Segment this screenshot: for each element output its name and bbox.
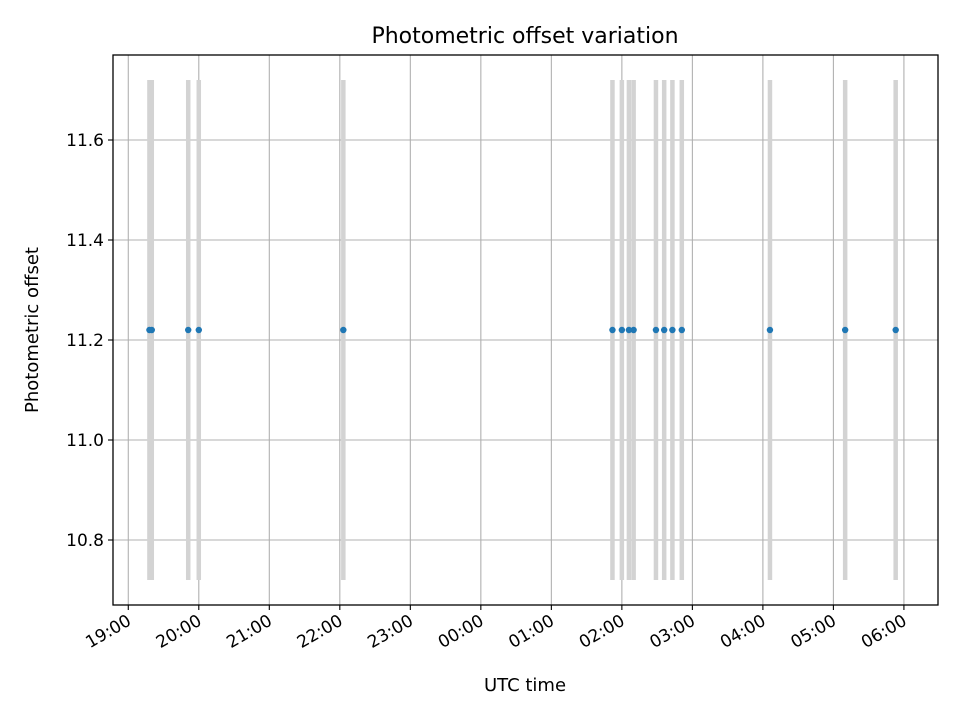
data-point <box>652 326 660 334</box>
y-tick-label: 11.6 <box>66 131 104 151</box>
data-point <box>660 326 668 334</box>
y-tick-label: 11.2 <box>66 331 104 351</box>
data-point <box>625 326 633 334</box>
data-point <box>195 326 202 334</box>
chart-title: Photometric offset variation <box>371 24 678 49</box>
grid-lines <box>113 55 938 605</box>
data-point <box>618 326 626 334</box>
y-tick-label: 11.4 <box>66 231 104 251</box>
data-point <box>630 326 637 334</box>
data-point <box>892 326 899 334</box>
data-point <box>148 326 155 334</box>
data-point <box>766 326 774 334</box>
y-tick-label: 11.0 <box>66 431 104 451</box>
data-points <box>146 326 899 334</box>
data-point <box>841 326 849 334</box>
data-point <box>340 326 347 334</box>
x-axis-label: UTC time <box>484 675 566 696</box>
data-point <box>185 326 192 334</box>
y-tick-label: 10.8 <box>66 531 104 551</box>
data-point <box>669 326 676 334</box>
data-point <box>609 326 616 334</box>
y-axis-label: Photometric offset <box>22 247 43 413</box>
plot-area-frame <box>112 54 939 606</box>
data-point <box>678 326 686 334</box>
